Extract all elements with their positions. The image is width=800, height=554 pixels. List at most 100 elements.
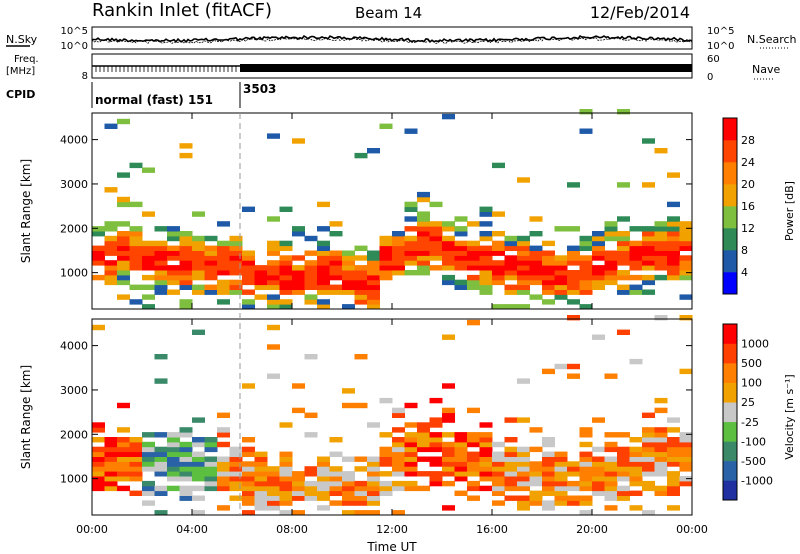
data-cell <box>267 279 280 286</box>
data-cell <box>329 274 343 281</box>
data-cell <box>179 456 193 462</box>
noise-left-bottom-tick: 10^0 <box>61 41 88 52</box>
data-cell <box>642 265 655 271</box>
data-cell <box>417 437 430 443</box>
data-cell <box>617 485 630 492</box>
data-cell <box>129 446 143 453</box>
data-cell <box>392 480 405 487</box>
data-cell <box>329 437 343 443</box>
data-cell <box>204 289 218 295</box>
data-cell <box>229 235 243 242</box>
data-cell <box>192 245 205 251</box>
data-cell <box>429 437 443 443</box>
data-cell <box>254 456 268 462</box>
data-cell <box>342 456 355 462</box>
data-cell <box>254 274 268 281</box>
data-cell <box>267 265 280 271</box>
data-cell <box>92 471 105 477</box>
data-cell <box>617 240 630 247</box>
data-cell <box>254 265 268 271</box>
data-cell <box>142 441 155 448</box>
data-cell <box>329 466 343 472</box>
data-cell <box>529 480 543 487</box>
data-cell <box>192 270 205 276</box>
data-cell <box>417 196 430 203</box>
data-cell <box>592 245 605 251</box>
data-cell <box>679 265 693 271</box>
data-cell <box>592 274 605 281</box>
data-cell <box>179 255 193 261</box>
freq-unit-label: [MHz] <box>6 66 35 77</box>
data-cell <box>279 274 293 281</box>
data-cell <box>392 260 405 266</box>
data-cell <box>267 485 280 492</box>
data-cell <box>342 476 355 482</box>
data-cell <box>129 245 143 251</box>
data-cell <box>304 265 318 271</box>
data-cell <box>579 260 593 266</box>
data-cell <box>567 471 580 477</box>
data-cell <box>304 412 318 418</box>
data-cell <box>629 466 643 472</box>
data-cell <box>192 235 205 242</box>
data-cell <box>154 432 168 438</box>
data-cell <box>629 274 643 281</box>
data-cell <box>279 284 293 290</box>
data-cell <box>454 476 468 482</box>
data-cell <box>442 255 455 261</box>
data-cell <box>204 270 218 276</box>
data-cell <box>379 397 393 404</box>
data-cell <box>142 245 155 251</box>
data-cell <box>467 319 480 326</box>
data-cell <box>229 279 243 286</box>
data-cell <box>604 250 618 256</box>
data-cell <box>542 490 555 496</box>
data-cell <box>279 471 293 477</box>
data-cell <box>167 270 180 276</box>
data-cell <box>304 466 318 472</box>
data-cell <box>354 490 368 496</box>
data-cell <box>504 456 518 462</box>
data-cell <box>529 255 543 261</box>
data-cell <box>279 500 293 506</box>
data-cell <box>367 250 380 256</box>
data-cell <box>92 422 105 428</box>
data-cell <box>367 284 380 290</box>
data-cell <box>592 240 605 247</box>
data-cell <box>467 250 480 256</box>
data-cell <box>154 255 168 261</box>
data-cell <box>504 437 518 443</box>
data-cell <box>217 221 230 227</box>
data-cell <box>554 294 568 300</box>
data-cell <box>504 274 518 281</box>
data-cell <box>654 471 668 477</box>
data-cell <box>554 471 568 477</box>
data-cell <box>679 441 693 448</box>
data-cell <box>679 240 693 247</box>
data-cell <box>154 284 168 290</box>
data-cell <box>467 265 480 271</box>
data-cell <box>479 245 493 251</box>
data-cell <box>604 461 618 467</box>
colorbar-tick-label: 16 <box>741 200 755 213</box>
data-cell <box>154 265 168 271</box>
data-cell <box>229 260 243 266</box>
data-cell <box>104 437 118 443</box>
data-cell <box>92 446 105 453</box>
data-cell <box>254 461 268 467</box>
data-cell <box>104 187 118 193</box>
data-cell <box>467 480 480 487</box>
data-cell <box>642 432 655 438</box>
data-cell <box>579 240 593 247</box>
data-cell <box>154 245 168 251</box>
data-cell <box>404 206 418 212</box>
data-cell <box>542 466 555 472</box>
data-cell <box>329 451 343 457</box>
data-cell <box>604 456 618 462</box>
data-cell <box>504 471 518 477</box>
data-cell <box>404 128 418 134</box>
data-cell <box>529 274 543 281</box>
data-cell <box>517 417 530 423</box>
data-cell <box>629 240 643 247</box>
data-cell <box>617 490 630 496</box>
